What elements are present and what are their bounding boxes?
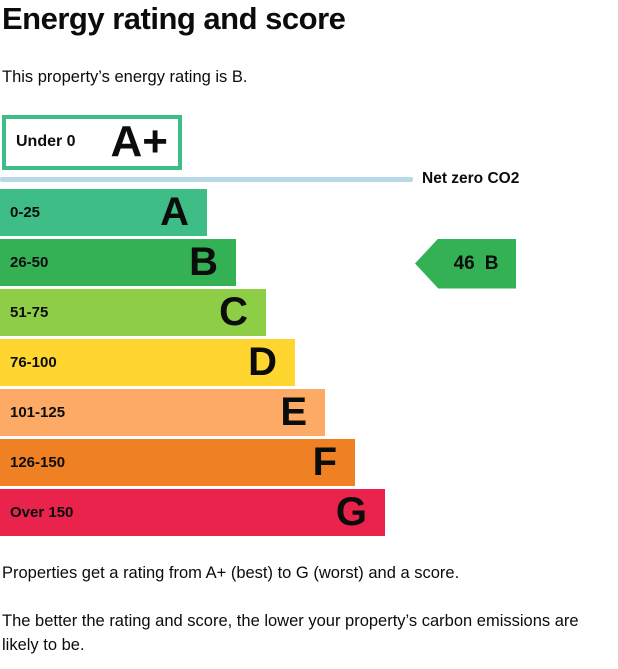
band-range-label: 101-125 [10,403,66,421]
property-rating-summary: This property’s energy rating is B. [2,68,248,87]
band-rating-letter: D [248,340,277,385]
band-range-label: 76-100 [10,353,57,371]
page-title: Energy rating and score [2,1,346,36]
band-a: 0-25 A [0,188,207,236]
band-f: 126-150 F [0,438,355,486]
current-score-indicator: 46 B [415,238,516,289]
net-zero-row: Net zero CO2 [0,170,618,189]
score-explanation: The better the rating and score, the low… [2,612,579,655]
current-rating-letter: B [484,252,499,274]
current-score-value: 46 [453,252,475,274]
band-rating-letter: A+ [110,117,168,167]
band-range-label: 51-75 [10,303,49,321]
band-g: Over 150 G [0,488,385,536]
band-rating-letter: F [312,440,337,485]
band-rows: 0-25 A 26-50 B 51-75 C 76-100 D 101-125 E 126-150 F… [0,188,618,536]
band-rating-letter: B [189,240,218,285]
band-range-label: 26-50 [10,253,49,271]
band-b: 26-50 B [0,238,236,286]
band-range-label: 126-150 [10,453,66,471]
band-d: 76-100 D [0,338,295,386]
band-rating-letter: G [335,490,367,535]
band-c: 51-75 C [0,288,266,336]
band-range-label: 0-25 [10,203,41,221]
band-range-label: Over 150 [10,503,74,521]
band-e: 101-125 E [0,388,325,436]
net-zero-line [0,176,413,182]
energy-rating-chart: Under 0 A+ Net zero CO2 0-25 A 26-50 B 51-75… [0,114,618,536]
band-rating-letter: C [219,290,248,335]
net-zero-label: Net zero CO2 [422,170,520,188]
band-a-plus: Under 0 A+ [2,114,182,170]
rating-explanation: Properties get a rating from A+ (best) t… [2,563,460,582]
band-rating-letter: E [280,390,307,435]
band-rating-letter: A [160,190,189,235]
band-range-label: Under 0 [16,133,76,151]
